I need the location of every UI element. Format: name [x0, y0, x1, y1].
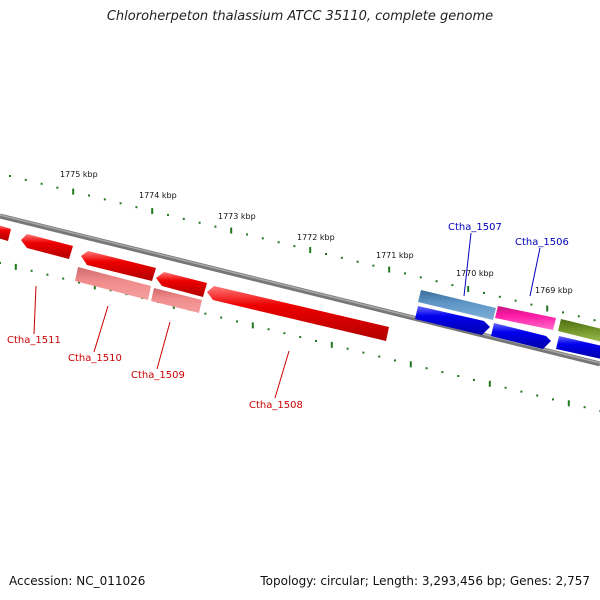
feature-olive[interactable] [558, 319, 600, 342]
feature-pink-1510[interactable] [75, 267, 151, 300]
feature-blue-1[interactable] [415, 306, 490, 335]
label-ctha-1509[interactable]: Ctha_1509 [131, 370, 185, 381]
upper-scale-ticks [9, 175, 596, 322]
feature-red-4[interactable] [156, 272, 207, 297]
label-ctha-1508[interactable]: Ctha_1508 [249, 400, 303, 411]
feature-red-3[interactable] [81, 251, 156, 281]
kbp-1773: 1773 kbp [218, 212, 256, 221]
genome-backbone [0, 213, 600, 367]
accession-text: Accession: NC_011026 [9, 574, 146, 588]
map-title: Chloroherpeton thalassium ATCC 35110, co… [106, 9, 494, 24]
leader-ctha-1510 [93, 305, 109, 353]
kbp-1772: 1772 kbp [297, 233, 335, 242]
leader-ctha-1509 [156, 321, 171, 370]
feature-red-2[interactable] [21, 234, 73, 259]
feature-red-5[interactable] [207, 286, 389, 341]
leader-ctha-1508 [274, 350, 290, 399]
leader-ctha-1506 [529, 247, 541, 297]
feature-blue-3[interactable] [556, 336, 600, 359]
kbp-1771: 1771 kbp [376, 251, 414, 260]
kbp-1775: 1775 kbp [60, 170, 98, 179]
feature-red-1[interactable] [0, 225, 11, 241]
feature-blue-2[interactable] [491, 323, 551, 349]
label-ctha-1511[interactable]: Ctha_1511 [7, 335, 61, 346]
kbp-1770: 1770 kbp [456, 269, 494, 278]
label-ctha-1507[interactable]: Ctha_1507 [448, 222, 502, 233]
feature-steelblue-1507[interactable] [418, 290, 496, 320]
label-ctha-1510[interactable]: Ctha_1510 [68, 353, 122, 364]
kbp-1769: 1769 kbp [535, 286, 573, 295]
leader-ctha-1511 [33, 285, 37, 335]
kbp-1774: 1774 kbp [139, 191, 177, 200]
label-ctha-1506[interactable]: Ctha_1506 [515, 237, 569, 248]
feature-magenta-1506[interactable] [495, 306, 556, 330]
feature-pink-1509[interactable] [151, 288, 202, 313]
genome-summary-text: Topology: circular; Length: 3,293,456 bp… [260, 574, 590, 588]
leader-ctha-1507 [463, 232, 472, 297]
